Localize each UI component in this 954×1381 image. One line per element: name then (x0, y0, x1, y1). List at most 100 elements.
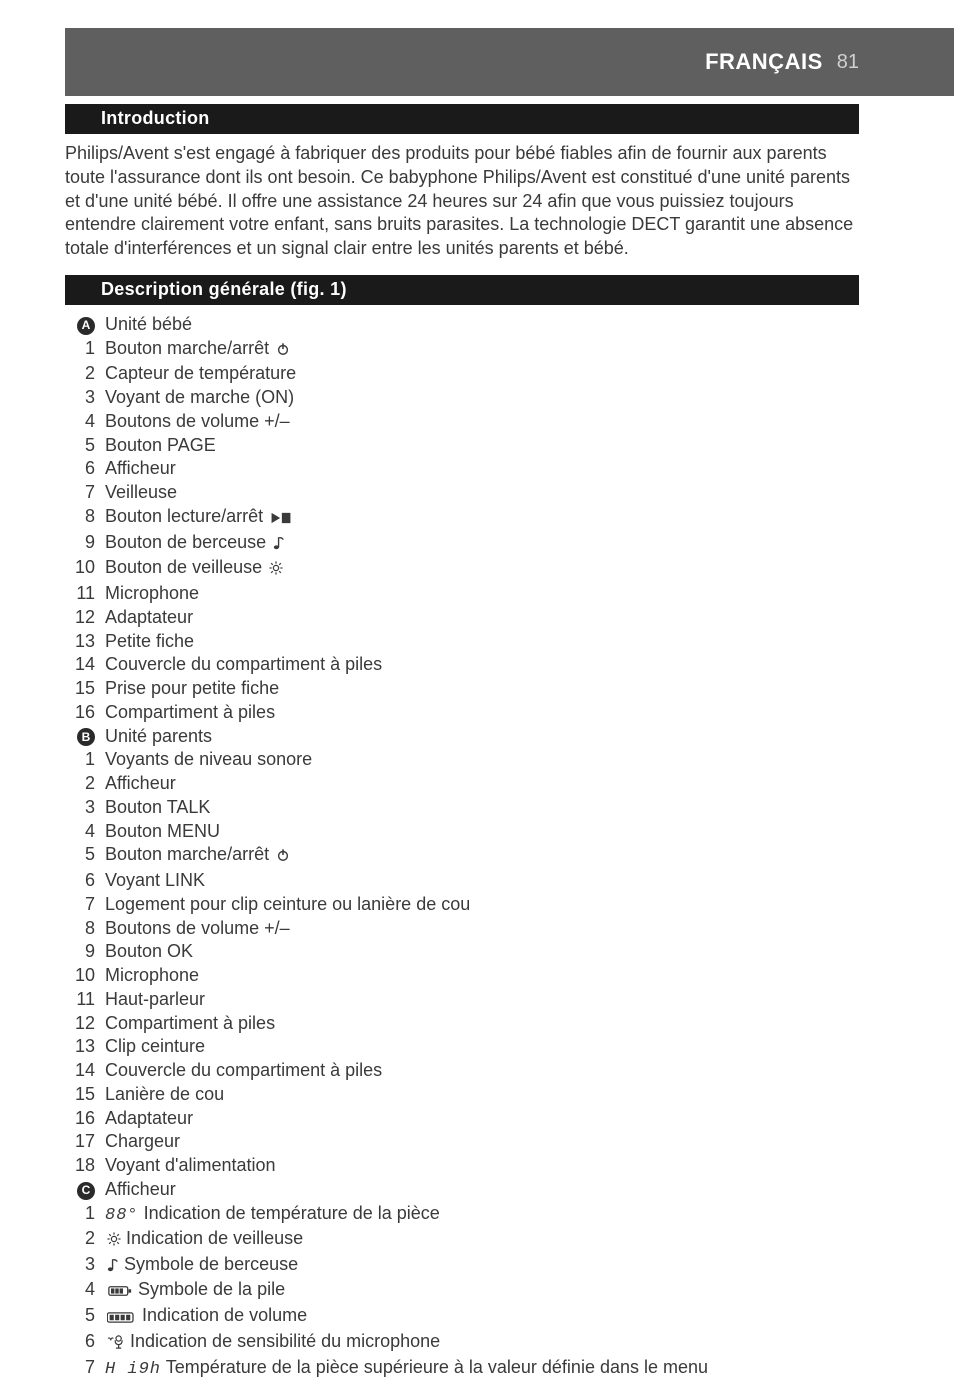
list-item-text: Compartiment à piles (105, 701, 859, 725)
list-item-text: Microphone (105, 582, 859, 606)
list-item: 4Boutons de volume +/– (65, 410, 859, 434)
list-item-label: Bouton TALK (105, 797, 210, 817)
list-item-text: Prise pour petite fiche (105, 677, 859, 701)
list-item: 9Bouton de berceuse (65, 531, 859, 557)
list-item-number: 4 (65, 1278, 105, 1302)
list-item-text: Chargeur (105, 1130, 859, 1154)
list-item-label: Microphone (105, 583, 199, 603)
list-item-label: Bouton marche/arrêt (105, 338, 274, 358)
list-item-text: Couvercle du compartiment à piles (105, 653, 859, 677)
list-item-number: 16 (65, 1107, 105, 1131)
section-title-introduction: Introduction (65, 104, 859, 134)
group-heading-row: AUnité bébé (65, 313, 859, 337)
list-item-label: Compartiment à piles (105, 702, 275, 722)
list-item-number: 5 (65, 434, 105, 458)
list-item-number: 1 (65, 1202, 105, 1226)
list-item-label: Indication de volume (137, 1305, 307, 1325)
list-item-number: 5 (65, 1304, 105, 1328)
list-item: 6Afficheur (65, 457, 859, 481)
group-letter-circle: C (77, 1182, 95, 1200)
group-heading-row: CAfficheur (65, 1178, 859, 1202)
list-item-number: 7 (65, 481, 105, 505)
list-item-number: 9 (65, 531, 105, 555)
list-item: 2 Indication de veilleuse (65, 1227, 859, 1253)
list-item-text: Logement pour clip ceinture ou lanière d… (105, 893, 859, 917)
temperature-88-icon: 88° (105, 1206, 139, 1225)
list-item-text: Afficheur (105, 457, 859, 481)
list-item-text: Symbole de berceuse (105, 1253, 859, 1279)
list-item-text: Petite fiche (105, 630, 859, 654)
list-item-number: 6 (65, 457, 105, 481)
list-item-text: Veilleuse (105, 481, 859, 505)
list-item-number: 3 (65, 1253, 105, 1277)
list-item: 5 Indication de volume (65, 1304, 859, 1330)
mic-icon (107, 1332, 125, 1356)
group-letter-circle: B (77, 728, 95, 746)
list-item-label: Indication de température de la pièce (139, 1203, 440, 1223)
list-item-text: Voyant LINK (105, 869, 859, 893)
list-item: 3 Symbole de berceuse (65, 1253, 859, 1279)
list-item-label: Bouton OK (105, 941, 193, 961)
list-item-text: Adaptateur (105, 606, 859, 630)
list-item: 13Petite fiche (65, 630, 859, 654)
introduction-paragraph: Philips/Avent s'est engagé à fabriquer d… (65, 142, 859, 261)
list-item-number: 1 (65, 748, 105, 772)
list-item-text: Indication de volume (105, 1304, 859, 1330)
list-item-text: Boutons de volume +/– (105, 917, 859, 941)
page-header: FRANÇAIS 81 (65, 28, 954, 96)
list-item-text: Voyant d'alimentation (105, 1154, 859, 1178)
list-item-text: Bouton TALK (105, 796, 859, 820)
list-item-text: Symbole de la pile (105, 1278, 859, 1304)
group-letter-marker: B (65, 729, 105, 747)
list-item-text: Voyants de niveau sonore (105, 748, 859, 772)
list-item-label: Voyant d'alimentation (105, 1155, 276, 1175)
list-item-number: 5 (65, 843, 105, 867)
group-letter-marker: A (65, 318, 105, 336)
list-item: 15Lanière de cou (65, 1083, 859, 1107)
list-item: 10Bouton de veilleuse (65, 556, 859, 582)
list-item-text: Bouton OK (105, 940, 859, 964)
list-item-label: Bouton lecture/arrêt (105, 506, 268, 526)
list-item-number: 14 (65, 1059, 105, 1083)
section-title-description: Description générale (fig. 1) (65, 275, 859, 305)
page-content: Introduction Philips/Avent s'est engagé … (65, 100, 859, 1381)
list-item: 8Boutons de volume +/– (65, 917, 859, 941)
list-item-label: Capteur de température (105, 363, 296, 383)
volume-icon (107, 1306, 137, 1330)
list-item-number: 16 (65, 701, 105, 725)
list-item-text: 88° Indication de température de la pièc… (105, 1202, 859, 1227)
list-item-number: 14 (65, 653, 105, 677)
list-item-label: Veilleuse (105, 482, 177, 502)
list-item: 12Adaptateur (65, 606, 859, 630)
list-item-text: Compartiment à piles (105, 1012, 859, 1036)
list-item-label: Adaptateur (105, 1108, 193, 1128)
list-item-label: Symbole de la pile (133, 1279, 285, 1299)
list-item-label: Petite fiche (105, 631, 194, 651)
high-text-icon: H i9h (105, 1360, 161, 1379)
list-item: 6 Indication de sensibilité du microphon… (65, 1330, 859, 1356)
list-item: 10Microphone (65, 964, 859, 988)
power-icon (276, 845, 290, 869)
list-item-label: Afficheur (105, 773, 176, 793)
list-item-label: Prise pour petite fiche (105, 678, 279, 698)
list-item-label: Bouton PAGE (105, 435, 216, 455)
list-item-label: Chargeur (105, 1131, 180, 1151)
list-item-text: Afficheur (105, 772, 859, 796)
list-item-number: 15 (65, 1083, 105, 1107)
list-item: 2Afficheur (65, 772, 859, 796)
list-item-label: Couvercle du compartiment à piles (105, 1060, 382, 1080)
list-item-label: Boutons de volume +/– (105, 411, 290, 431)
list-item-number: 12 (65, 606, 105, 630)
list-item-number: 10 (65, 964, 105, 988)
list-item: 13Clip ceinture (65, 1035, 859, 1059)
list-item: 15Prise pour petite fiche (65, 677, 859, 701)
group-heading-text: Unité parents (105, 725, 859, 749)
description-list: AUnité bébé1Bouton marche/arrêt 2Capteur… (65, 313, 859, 1381)
list-item: 16Compartiment à piles (65, 701, 859, 725)
group-heading-text: Unité bébé (105, 313, 859, 337)
list-item-number: 13 (65, 1035, 105, 1059)
list-item-number: 4 (65, 410, 105, 434)
language-label: FRANÇAIS (705, 49, 823, 75)
list-item-text: Bouton lecture/arrêt (105, 505, 859, 531)
list-item-number: 11 (65, 988, 105, 1012)
